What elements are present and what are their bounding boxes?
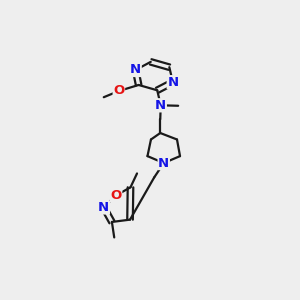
Text: N: N bbox=[130, 64, 141, 76]
Text: N: N bbox=[98, 201, 109, 214]
Text: O: O bbox=[110, 189, 122, 202]
Text: N: N bbox=[158, 157, 169, 169]
Text: O: O bbox=[113, 85, 124, 98]
Text: N: N bbox=[155, 99, 166, 112]
Text: N: N bbox=[167, 76, 178, 89]
